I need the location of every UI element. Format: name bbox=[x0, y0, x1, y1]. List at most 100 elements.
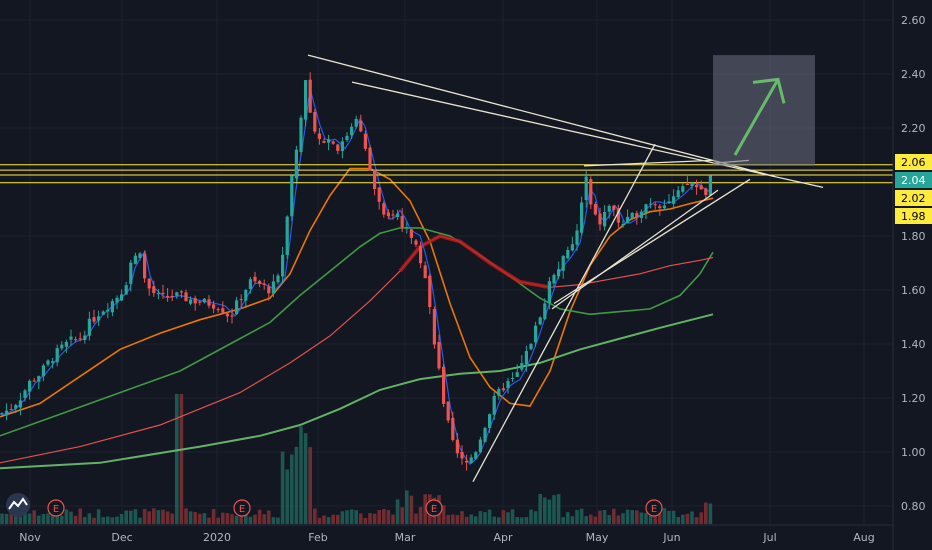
volume-bar bbox=[699, 512, 703, 524]
candle-body bbox=[143, 253, 147, 279]
candle-body bbox=[28, 380, 32, 392]
target-box bbox=[713, 55, 815, 166]
volume-bar bbox=[543, 497, 547, 524]
price-tag-label: 2.02 bbox=[901, 192, 926, 205]
x-tick-label: Jun bbox=[662, 531, 680, 544]
volume-bar bbox=[671, 510, 676, 524]
y-tick-label: 2.40 bbox=[901, 68, 926, 81]
y-tick-label: 1.00 bbox=[901, 446, 926, 459]
candle-body bbox=[5, 410, 9, 416]
volume-bar bbox=[78, 508, 82, 524]
candle-body bbox=[179, 291, 183, 293]
y-tick-label: 1.80 bbox=[901, 230, 926, 243]
volume-bar bbox=[667, 510, 671, 524]
volume-bar bbox=[515, 517, 519, 524]
candle-body bbox=[184, 292, 188, 302]
volume-bar bbox=[239, 515, 243, 524]
volume-bar bbox=[101, 517, 105, 524]
volume-bar bbox=[354, 510, 358, 524]
volume-bar bbox=[175, 394, 179, 524]
x-tick-label: 2020 bbox=[203, 531, 231, 544]
volume-bar bbox=[152, 508, 156, 524]
candle-body bbox=[354, 118, 358, 127]
candle-body bbox=[308, 79, 312, 113]
candle-body bbox=[626, 216, 630, 223]
candle-body bbox=[32, 380, 36, 382]
volume-bars bbox=[0, 394, 713, 524]
volume-bar bbox=[83, 517, 87, 524]
volume-bar bbox=[9, 513, 13, 524]
candle-body bbox=[340, 141, 344, 152]
volume-bar bbox=[685, 513, 690, 524]
candle-body bbox=[285, 216, 289, 255]
volume-bar bbox=[124, 510, 128, 524]
volume-bar bbox=[547, 499, 552, 524]
candle-body bbox=[511, 378, 515, 380]
volume-bar bbox=[418, 506, 423, 524]
target-arrow-shaft bbox=[733, 78, 780, 156]
earnings-marker-icon bbox=[425, 499, 443, 517]
candle-body bbox=[570, 244, 574, 251]
candle-body bbox=[189, 299, 193, 304]
candle-body bbox=[474, 452, 478, 459]
volume-bar bbox=[400, 507, 404, 524]
volume-bar bbox=[510, 509, 515, 524]
volume-bar bbox=[170, 513, 174, 524]
volume-bar bbox=[377, 510, 381, 524]
volume-bar bbox=[92, 517, 96, 524]
candle-body bbox=[304, 80, 308, 120]
candle-body bbox=[529, 344, 533, 350]
candle-body bbox=[543, 303, 547, 320]
tradingview-logo[interactable] bbox=[6, 493, 30, 517]
volume-bar bbox=[382, 508, 386, 524]
volume-bar bbox=[225, 513, 230, 524]
earnings-marker-label: E bbox=[431, 504, 437, 515]
candle-body bbox=[386, 212, 390, 217]
candle-body bbox=[437, 342, 441, 369]
volume-bar bbox=[142, 508, 147, 524]
candle-body bbox=[230, 315, 234, 317]
candle-body bbox=[446, 401, 450, 421]
trend-line bbox=[551, 189, 719, 310]
candle-body bbox=[612, 205, 616, 210]
price-tags: 2.06 2.04 2.02 1.98 bbox=[895, 154, 932, 224]
candle-body bbox=[166, 295, 170, 298]
candle-body bbox=[101, 311, 105, 315]
volume-bar bbox=[501, 510, 506, 524]
volume-bar bbox=[50, 511, 55, 524]
candle-body bbox=[207, 299, 211, 306]
volume-bar bbox=[681, 514, 685, 524]
volume-bar bbox=[345, 510, 349, 524]
price-tag bbox=[895, 208, 932, 224]
candle-body bbox=[281, 254, 285, 277]
candle-body bbox=[414, 240, 418, 245]
volume-bar bbox=[625, 509, 630, 524]
candle-body bbox=[515, 372, 519, 377]
volume-bar bbox=[405, 490, 409, 524]
volume-bar bbox=[193, 512, 197, 524]
candle-body bbox=[235, 300, 239, 315]
volume-bar bbox=[704, 502, 708, 524]
volume-bar bbox=[612, 508, 616, 524]
candle-body bbox=[64, 341, 68, 347]
volume-bar bbox=[60, 515, 64, 524]
candle-body bbox=[635, 213, 639, 217]
candle-body bbox=[37, 376, 41, 382]
candle-body bbox=[253, 276, 257, 282]
candle-body bbox=[400, 216, 404, 228]
candle-body bbox=[497, 388, 501, 396]
volume-bar bbox=[561, 517, 565, 524]
volume-bar bbox=[308, 447, 312, 524]
candle-body bbox=[294, 149, 298, 179]
volume-bar bbox=[207, 517, 211, 524]
candle-body bbox=[74, 339, 78, 341]
candle-body bbox=[639, 211, 643, 218]
volume-bar bbox=[331, 514, 335, 524]
candle-body bbox=[584, 176, 588, 200]
volume-bar bbox=[524, 517, 529, 524]
volume-bar bbox=[492, 516, 496, 524]
volume-bar bbox=[262, 514, 266, 524]
candle-body bbox=[465, 460, 469, 463]
volume-bar bbox=[23, 512, 27, 524]
